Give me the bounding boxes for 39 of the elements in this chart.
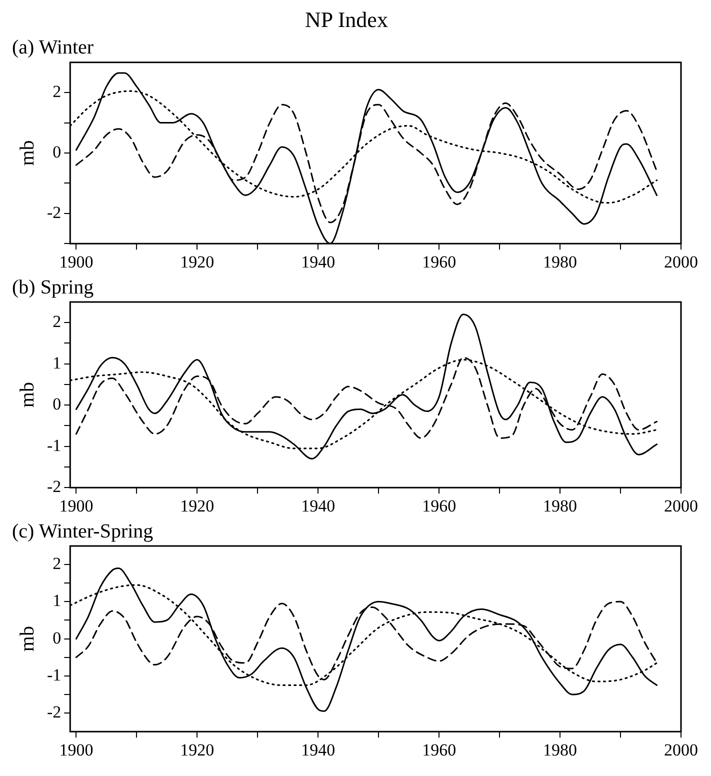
x-tick-label: 2000 [664, 252, 698, 272]
x-tick-label: 1980 [543, 740, 578, 760]
y-axis-title: mb [16, 382, 38, 408]
x-tick-label: 1920 [180, 496, 214, 516]
x-tick-label: 2000 [664, 496, 698, 516]
y-tick-label: 2 [52, 312, 62, 332]
y-tick-label: -1 [46, 665, 62, 684]
y-tick-label: 2 [52, 554, 62, 574]
y-tick-label: -2 [46, 202, 62, 222]
x-tick-label: 1960 [422, 740, 456, 760]
y-tick-label: -2 [46, 702, 62, 722]
x-tick-label: 1900 [59, 496, 94, 516]
x-tick-label: 1960 [422, 252, 456, 272]
chart-title: NP Index [305, 6, 388, 32]
x-tick-label: 1980 [543, 496, 578, 516]
x-tick-label: 1960 [422, 496, 456, 516]
x-tick-label: 1940 [301, 740, 336, 760]
x-tick-label: 1920 [180, 740, 214, 760]
x-tick-label: 1900 [59, 740, 94, 760]
x-tick-label: 2000 [664, 740, 698, 760]
y-tick-label: 0 [52, 394, 62, 414]
x-tick-label: 1920 [180, 252, 214, 272]
chart-subtitle: (a) Winter [12, 36, 94, 59]
chart-subtitle: (c) Winter-Spring [12, 520, 154, 542]
y-tick-label: 0 [52, 628, 62, 648]
y-tick-label: 2 [52, 82, 62, 102]
x-tick-label: 1940 [301, 252, 336, 272]
y-tick-label: -2 [46, 477, 62, 496]
y-tick-label: 1 [52, 353, 62, 372]
y-axis-title: mb [16, 140, 38, 166]
chart-subtitle: (b) Spring [12, 276, 94, 298]
x-tick-label: 1900 [59, 252, 94, 272]
x-tick-label: 1940 [301, 496, 336, 516]
y-tick-label: 0 [52, 142, 62, 162]
y-axis-title: mb [16, 626, 38, 652]
x-tick-label: 1980 [543, 252, 578, 272]
line-series [75, 314, 658, 460]
y-tick-label: 1 [52, 591, 62, 610]
y-tick-label: -1 [46, 436, 62, 455]
